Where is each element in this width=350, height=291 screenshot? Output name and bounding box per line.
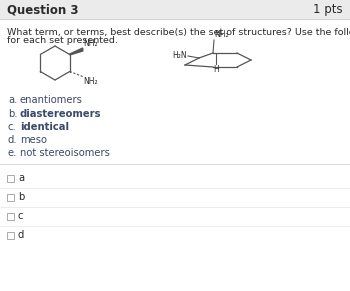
Bar bbox=[7, 194, 14, 200]
Text: NH₂: NH₂ bbox=[84, 38, 98, 47]
Polygon shape bbox=[70, 48, 83, 55]
Text: enantiomers: enantiomers bbox=[20, 95, 83, 105]
Text: H: H bbox=[213, 65, 219, 74]
Text: meso: meso bbox=[20, 135, 47, 145]
Text: d: d bbox=[18, 230, 24, 240]
Text: for each set presented.: for each set presented. bbox=[7, 36, 118, 45]
Text: e.: e. bbox=[8, 148, 18, 158]
Text: NH₂: NH₂ bbox=[214, 30, 229, 39]
Text: What term, or terms, best describe(s) the set of structures? Use the following a: What term, or terms, best describe(s) th… bbox=[7, 28, 350, 37]
Text: c.: c. bbox=[8, 122, 17, 132]
Bar bbox=[7, 175, 14, 182]
Text: H₂N: H₂N bbox=[172, 52, 187, 61]
Text: a: a bbox=[18, 173, 24, 183]
Text: identical: identical bbox=[20, 122, 69, 132]
Bar bbox=[0, 0, 350, 19]
Text: b.: b. bbox=[8, 109, 18, 119]
Text: Question 3: Question 3 bbox=[7, 3, 78, 17]
Bar bbox=[7, 232, 14, 239]
Bar bbox=[7, 212, 14, 219]
Text: c: c bbox=[18, 211, 23, 221]
Text: 1 pts: 1 pts bbox=[313, 3, 343, 17]
Text: a.: a. bbox=[8, 95, 18, 105]
Text: NH₂: NH₂ bbox=[84, 77, 98, 86]
Text: d.: d. bbox=[8, 135, 18, 145]
Text: b: b bbox=[18, 192, 24, 202]
Text: diastereomers: diastereomers bbox=[20, 109, 102, 119]
Text: not stereoisomers: not stereoisomers bbox=[20, 148, 110, 158]
